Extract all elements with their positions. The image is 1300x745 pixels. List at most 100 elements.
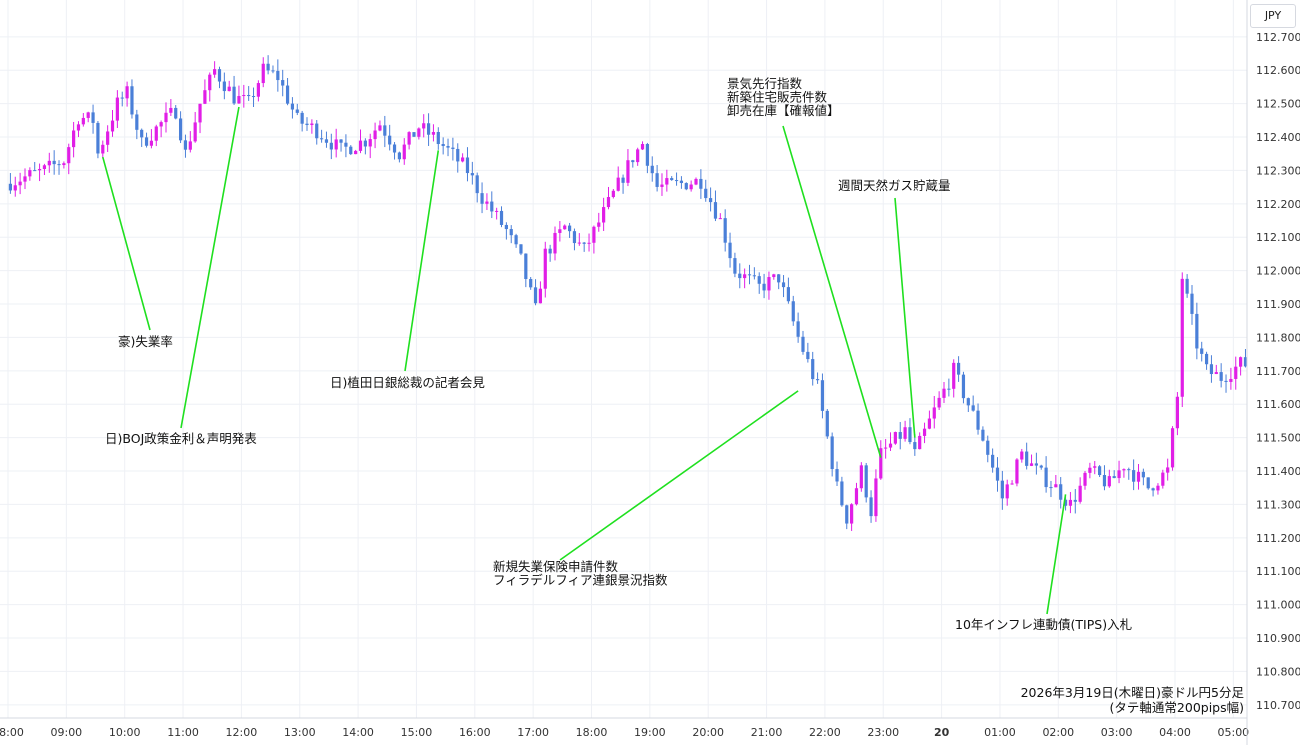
candle-up	[879, 448, 883, 479]
candle-up	[874, 478, 878, 517]
candle-down	[465, 157, 470, 174]
candle-down	[806, 351, 810, 360]
candle-up	[884, 447, 888, 449]
candle-down	[509, 229, 513, 236]
candle-down	[835, 469, 839, 482]
candle-down	[178, 118, 183, 141]
annotation-label: 週間天然ガス貯蔵量	[838, 178, 951, 193]
candle-up	[767, 277, 771, 291]
candle-down	[140, 129, 144, 138]
candle-down	[217, 69, 222, 82]
candle-up	[23, 176, 27, 182]
candle-down	[995, 467, 1000, 481]
x-tick-label: 21:00	[751, 726, 783, 739]
candle-down	[339, 139, 343, 143]
candle-down	[504, 224, 508, 230]
candle-down	[913, 442, 917, 450]
candles	[8, 55, 1248, 531]
candle-up	[616, 177, 620, 191]
candle-down	[514, 235, 518, 245]
candle-down	[1204, 353, 1209, 365]
candle-down	[1132, 470, 1136, 482]
candle-down	[281, 80, 285, 86]
candle-up	[743, 274, 747, 279]
candle-up	[169, 107, 173, 113]
candle-down	[728, 242, 732, 259]
candle-down	[247, 94, 251, 97]
candle-up	[597, 222, 601, 227]
x-tick-label: 18:00	[576, 726, 608, 739]
candle-up	[1068, 499, 1073, 506]
x-tick-label: 22:00	[809, 726, 841, 739]
candle-up	[81, 117, 85, 125]
annotation-pointer-line	[180, 106, 240, 429]
y-tick-label: 111.000	[1256, 599, 1300, 612]
y-tick-label: 112.200	[1256, 198, 1300, 211]
candle-down	[1049, 487, 1053, 489]
candle-down	[8, 183, 12, 191]
candle-down	[490, 201, 494, 212]
candle-down	[392, 144, 397, 153]
candle-down	[344, 142, 348, 147]
candle-up	[1239, 357, 1243, 367]
candle-up	[110, 120, 115, 132]
candle-down	[388, 135, 392, 145]
candle-up	[13, 185, 17, 191]
candle-up	[660, 184, 664, 187]
candle-down	[456, 148, 460, 162]
candle-down	[1190, 293, 1194, 314]
candle-down	[426, 123, 431, 135]
candle-down	[801, 336, 805, 352]
candle-down	[811, 359, 815, 380]
candle-down	[300, 112, 304, 124]
candle-up	[543, 248, 547, 289]
candle-down	[733, 258, 737, 274]
y-tick-label: 112.700	[1256, 31, 1300, 44]
candle-up	[1020, 451, 1024, 460]
y-tick-label: 112.400	[1256, 131, 1300, 144]
candle-down	[713, 202, 718, 219]
candle-up	[1093, 466, 1097, 468]
annotation-pointer-line	[782, 125, 882, 458]
candle-down	[1141, 471, 1145, 478]
candle-down	[781, 282, 786, 288]
candle-down	[1127, 469, 1131, 471]
candle-down	[1102, 475, 1107, 487]
candle-up	[587, 242, 591, 244]
candle-up	[1122, 469, 1126, 471]
candle-up	[106, 131, 110, 145]
candle-down	[674, 180, 679, 182]
candle-down	[709, 198, 713, 203]
candle-down	[670, 178, 674, 181]
candle-up	[422, 123, 426, 129]
candle-down	[645, 144, 649, 166]
annotation-pointer-line	[1046, 494, 1067, 615]
candle-down	[567, 225, 572, 232]
annotation-pointer-line	[894, 197, 916, 438]
candle-up	[213, 69, 217, 75]
candle-up	[62, 163, 66, 166]
candle-down	[529, 279, 533, 288]
candle-down	[144, 137, 149, 146]
candle-up	[86, 112, 90, 118]
x-tick-label: 04:00	[1159, 726, 1191, 739]
y-tick-label: 112.100	[1256, 231, 1300, 244]
y-tick-label: 111.500	[1256, 432, 1300, 445]
candle-up	[1010, 483, 1014, 485]
candle-up	[689, 184, 693, 190]
candle-down	[383, 125, 387, 136]
candle-down	[91, 112, 95, 123]
candle-up	[1234, 366, 1238, 379]
annotation-label: 日)BOJ政策金利＆声明発表	[105, 431, 257, 446]
candle-down	[295, 109, 299, 113]
annotation-label: 卸売在庫【確報値】	[727, 103, 840, 118]
currency-button[interactable]: JPY	[1250, 4, 1296, 28]
x-tick-label: 02:00	[1042, 726, 1074, 739]
candle-up	[718, 218, 722, 220]
candle-down	[976, 410, 980, 430]
candle-down	[777, 274, 781, 283]
candle-down	[956, 362, 961, 375]
candle-down	[699, 178, 703, 189]
annotation-label: 日)植田日銀総裁の記者会見	[330, 375, 485, 390]
